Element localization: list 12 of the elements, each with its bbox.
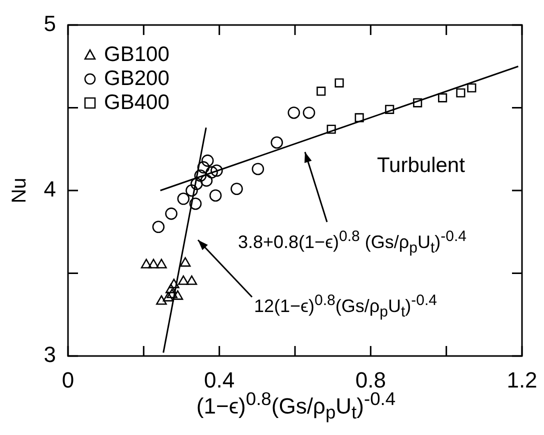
legend-label: GB200 [104, 66, 170, 90]
legend-label: GB400 [104, 90, 170, 114]
x-tick-label: 0 [62, 367, 74, 392]
y-axis-title: Nu [8, 178, 31, 204]
y-tick-label: 5 [44, 11, 56, 36]
annotation: 12(1−ϵ)$^{0.8}$(Gs/ρ$_{p}$U$_{t}$)$^{-0.4}$ [254, 292, 437, 321]
annotation: 3.8+0.8(1−ϵ)$^{0.8}$ (Gs/ρ$_{p}$U$_{t}$)$^{-0.4}$ [238, 228, 467, 257]
legend-label: GB100 [104, 42, 170, 66]
y-tick-label: 4 [44, 176, 56, 202]
annotation: Turbulent [377, 154, 465, 178]
y-tick-label: 3 [44, 342, 56, 368]
x-tick-label: 1.2 [506, 367, 538, 392]
